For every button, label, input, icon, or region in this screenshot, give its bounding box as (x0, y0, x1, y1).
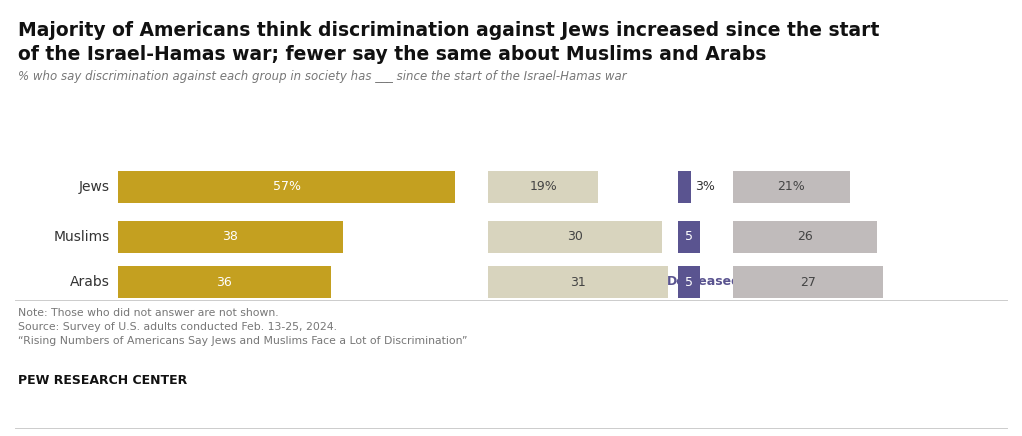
Bar (118, 221, 342, 253)
Text: 27: 27 (800, 276, 816, 289)
Text: 5: 5 (685, 231, 693, 243)
Text: Jews: Jews (79, 180, 110, 194)
Bar (733, 221, 878, 253)
Text: Muslims: Muslims (54, 230, 110, 244)
Text: 26: 26 (797, 231, 814, 243)
Text: Note: Those who did not answer are not shown.: Note: Those who did not answer are not s… (18, 308, 279, 318)
Bar (678, 171, 691, 203)
Bar (118, 266, 331, 298)
Text: 19%: 19% (529, 181, 557, 194)
Text: “Rising Numbers of Americans Say Jews and Muslims Face a Lot of Discrimination”: “Rising Numbers of Americans Say Jews an… (18, 336, 467, 346)
Text: Increased: Increased (252, 275, 321, 288)
Bar (678, 266, 700, 298)
Text: 31: 31 (570, 276, 586, 289)
Text: Majority of Americans think discrimination against Jews increased since the star: Majority of Americans think discriminati… (18, 21, 879, 40)
Text: 36: 36 (217, 276, 232, 289)
Text: PEW RESEARCH CENTER: PEW RESEARCH CENTER (18, 374, 187, 387)
Text: Source: Survey of U.S. adults conducted Feb. 13-25, 2024.: Source: Survey of U.S. adults conducted … (18, 322, 337, 332)
Text: % who say discrimination against each group in society has ___ since the start o: % who say discrimination against each gr… (18, 70, 626, 83)
Bar (733, 266, 883, 298)
Text: Arabs: Arabs (71, 275, 110, 289)
Text: 21%: 21% (778, 181, 805, 194)
Bar (487, 171, 598, 203)
Bar (118, 171, 455, 203)
Bar (487, 266, 668, 298)
Bar (487, 221, 662, 253)
Text: 5: 5 (685, 276, 693, 289)
Text: Decreased: Decreased (667, 275, 741, 288)
Text: 38: 38 (223, 231, 238, 243)
Text: Stayed about the same: Stayed about the same (497, 275, 659, 288)
Text: of the Israel-Hamas war; fewer say the same about Muslims and Arabs: of the Israel-Hamas war; fewer say the s… (18, 45, 766, 64)
Bar (733, 171, 849, 203)
Text: Not sure: Not sure (778, 275, 838, 288)
Text: 30: 30 (567, 231, 583, 243)
Text: 3%: 3% (695, 181, 715, 194)
Bar (678, 221, 700, 253)
Text: 57%: 57% (273, 181, 300, 194)
